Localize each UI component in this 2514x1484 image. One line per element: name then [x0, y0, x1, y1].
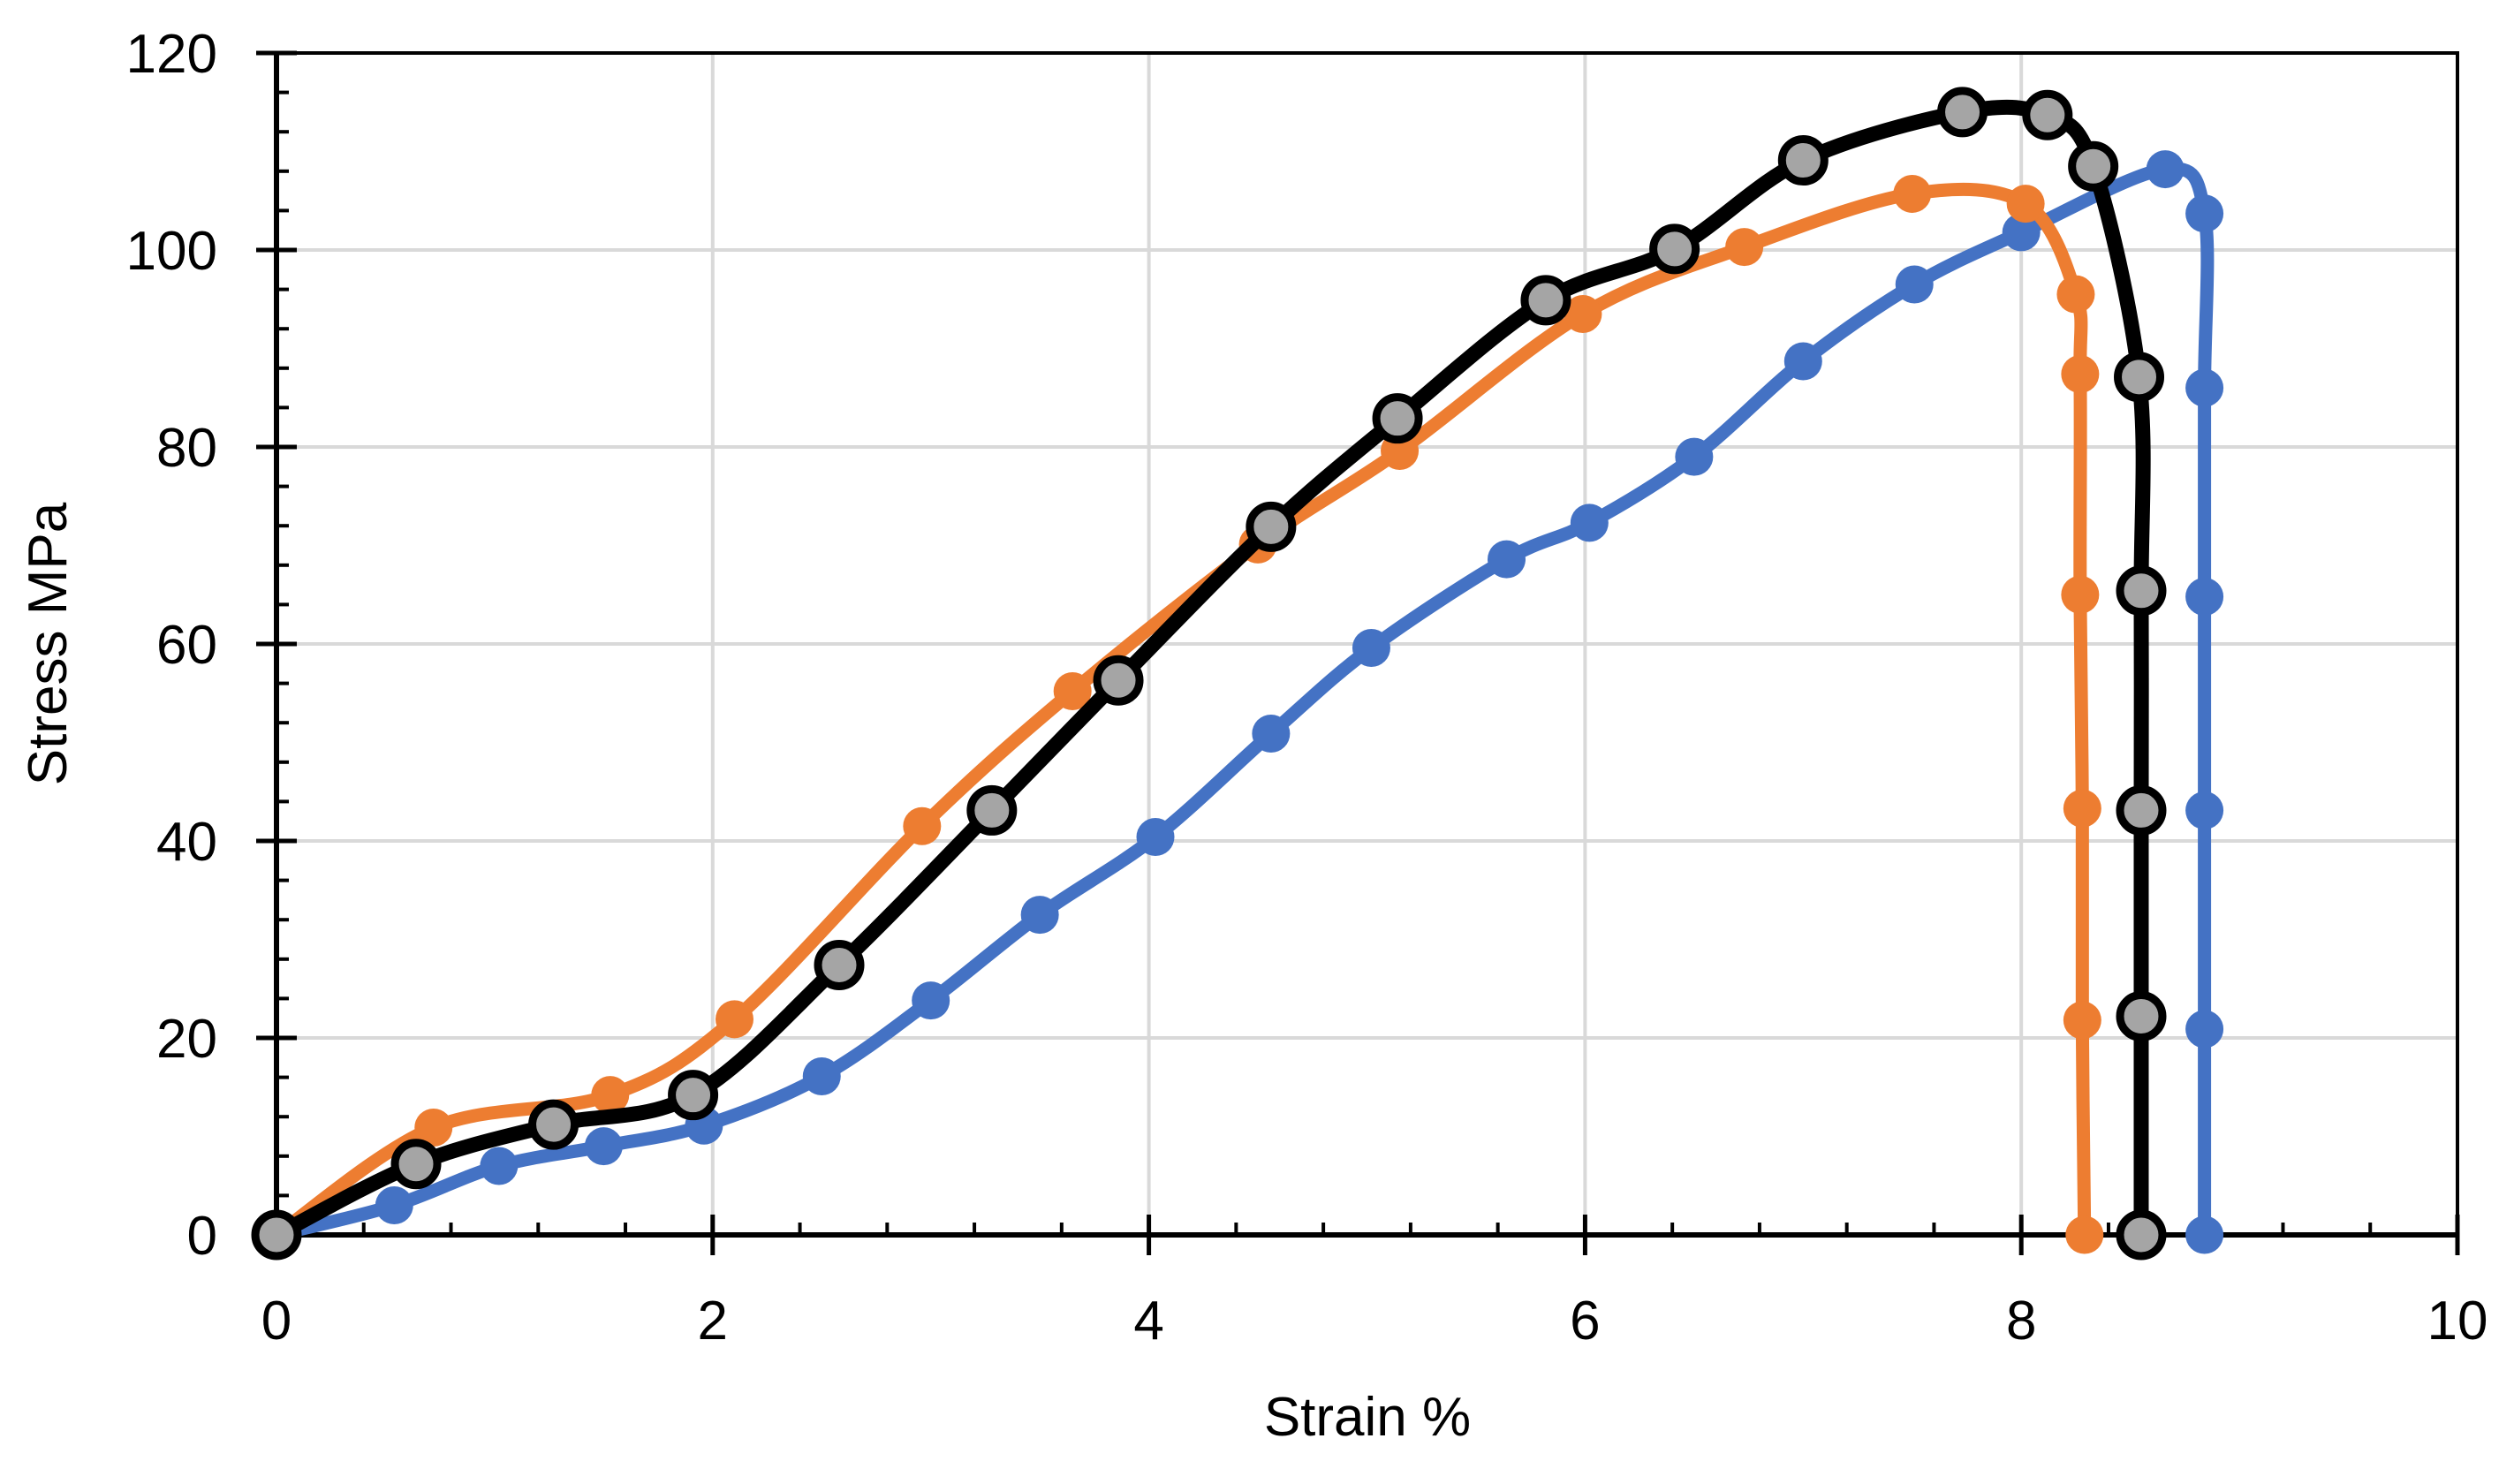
- blue-series-marker: [1252, 714, 1291, 753]
- black-series-marker: [1093, 655, 1144, 706]
- x-tick-label: 2: [698, 1291, 728, 1352]
- orange-series-marker: [2063, 1001, 2101, 1040]
- black-series: [251, 87, 2167, 1261]
- x-tick-label: 8: [2006, 1291, 2036, 1352]
- blue-series-marker: [1020, 896, 1059, 935]
- y-tick-label: 60: [156, 615, 217, 676]
- blue-series-marker: [2002, 213, 2041, 252]
- blue-series-marker: [2185, 1215, 2224, 1254]
- blue-series-marker: [584, 1127, 623, 1166]
- black-series-marker: [1372, 393, 1423, 444]
- y-tick-label: 80: [156, 418, 217, 479]
- orange-series-marker: [1725, 228, 1764, 267]
- black-series-marker: [1649, 223, 1700, 275]
- x-tick-label: 0: [261, 1291, 292, 1352]
- black-series-marker: [1520, 275, 1571, 326]
- black-series-marker: [966, 784, 1018, 836]
- orange-series-marker: [591, 1076, 630, 1115]
- blue-series: [257, 150, 2224, 1254]
- black-series-marker: [814, 939, 865, 990]
- y-tick-label: 0: [187, 1206, 217, 1267]
- blue-series-marker: [912, 981, 950, 1020]
- blue-series-marker: [1352, 628, 1390, 667]
- x-tick-label: 4: [1133, 1291, 1163, 1352]
- y-tick-label: 40: [156, 812, 217, 873]
- orange-series-marker: [2061, 354, 2100, 393]
- black-series-marker: [528, 1099, 579, 1150]
- x-tick-label: 6: [1570, 1291, 1600, 1352]
- black-series-marker: [668, 1070, 719, 1121]
- data-series: [251, 87, 2224, 1261]
- blue-series-marker: [1783, 342, 1822, 381]
- orange-series-marker: [2006, 185, 2045, 223]
- blue-series-marker: [2185, 194, 2224, 233]
- blue-series-marker: [2185, 791, 2224, 829]
- blue-series-marker: [2185, 577, 2224, 616]
- x-axis-title: Strain %: [1264, 1387, 1471, 1448]
- y-tick-label: 100: [126, 221, 217, 282]
- y-tick-label: 20: [156, 1009, 217, 1070]
- black-series-marker: [1937, 87, 1988, 138]
- black-series-marker: [390, 1139, 442, 1190]
- black-series-marker: [2068, 140, 2119, 192]
- orange-series-marker: [2063, 789, 2101, 828]
- orange-series-marker: [2065, 1215, 2104, 1254]
- orange-series-marker: [715, 1000, 753, 1039]
- black-series-marker: [2116, 990, 2167, 1041]
- black-series-marker: [2116, 1209, 2167, 1261]
- blue-series-marker: [1895, 265, 1934, 304]
- orange-series-marker: [2061, 575, 2100, 614]
- black-series-marker: [2116, 565, 2167, 617]
- blue-series-line: [269, 162, 2215, 1242]
- blue-series-marker: [480, 1147, 519, 1185]
- y-tick-label: 120: [126, 24, 217, 85]
- orange-series-marker: [2056, 275, 2095, 314]
- blue-series-marker: [2146, 150, 2185, 189]
- black-series-marker: [1246, 501, 1297, 552]
- black-series-marker: [1777, 135, 1829, 186]
- orange-series-marker: [1053, 672, 1092, 711]
- blue-series-marker: [802, 1056, 841, 1095]
- blue-series-marker: [2185, 368, 2224, 407]
- y-axis-title: Stress MPa: [18, 502, 79, 785]
- blue-series-marker: [1488, 540, 1526, 579]
- black-series-marker: [2116, 784, 2167, 836]
- blue-series-marker: [1675, 437, 1714, 476]
- black-series-marker: [251, 1209, 302, 1261]
- blue-series-marker: [2185, 1010, 2224, 1049]
- orange-series-marker: [414, 1108, 453, 1147]
- orange-series-marker: [1564, 294, 1602, 333]
- black-series-marker: [2022, 89, 2073, 140]
- orange-series-marker: [1893, 174, 1932, 213]
- blue-series-marker: [1136, 818, 1175, 857]
- black-series-line: [269, 99, 2151, 1243]
- orange-series-marker: [903, 806, 942, 845]
- black-series-marker: [2114, 352, 2165, 403]
- x-tick-label: 10: [2427, 1291, 2488, 1352]
- blue-series-marker: [375, 1186, 413, 1225]
- blue-series-marker: [1570, 504, 1609, 542]
